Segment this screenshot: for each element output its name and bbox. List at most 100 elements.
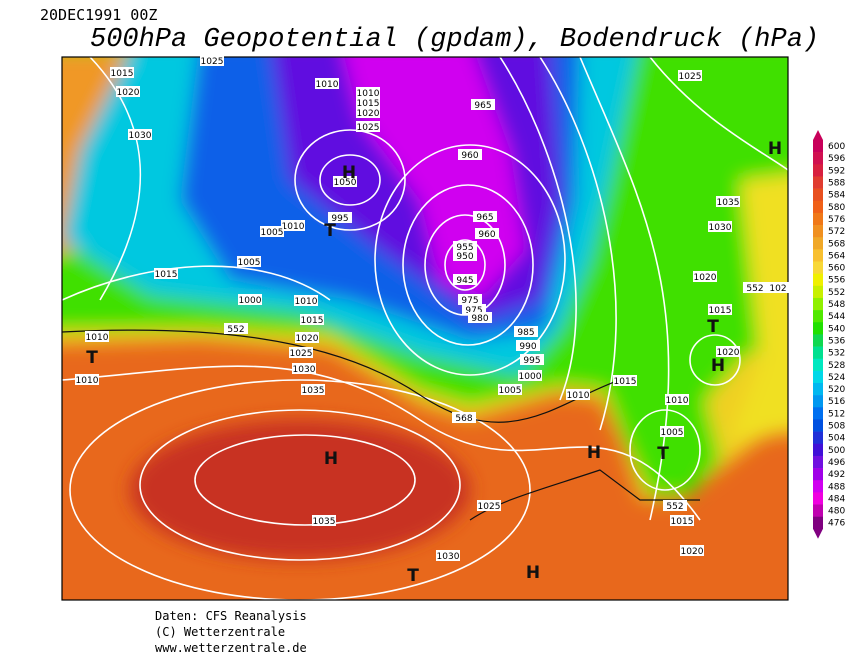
map-date: 20DEC1991 00Z [40,6,157,24]
colorbar-band [813,407,823,420]
isobar-label: 1020 [117,88,140,98]
colorbar-cap [813,130,823,140]
footer-line: (C) Wetterzentrale [155,625,285,639]
isobar-label: 1010 [316,80,339,90]
colorbar-band [813,164,823,177]
geopotential-label-box [743,282,767,293]
isobar-label: 960 [461,151,478,161]
geopotential-label: 552 [666,502,683,512]
isobar-label-box [295,332,319,343]
isobar-label: 1025 [478,502,501,512]
isobar-label-box [200,55,224,66]
colorbar-band [813,455,823,469]
isobar-label: 995 [523,356,540,366]
colorbar-label: 564 [828,251,845,261]
footer-line: Daten: CFS Reanalysis [155,609,307,623]
geopotential-label: 552 [227,325,244,335]
colorbar-band [813,297,823,311]
colorbar-label: 500 [828,446,845,456]
colorbar-band [813,370,823,384]
isobar-label-box [356,107,380,118]
isobar-label: 1010 [76,376,99,386]
isobar-label-box [315,78,339,89]
colorbar-band [813,334,823,347]
isobar-label-box [514,326,538,337]
pressure-center: T [707,317,719,337]
isobar-label: 1010 [567,391,590,401]
isobar-label: 1025 [357,123,380,133]
colorbar-band [813,188,823,202]
isobar-label-box [292,363,316,374]
isobar-label: 1030 [293,365,316,375]
isobar-label-box [462,304,486,315]
isobar-label-box [716,196,740,207]
geopotential-label-box [452,412,476,423]
isobar-label-box [566,389,590,400]
colorbar-band [813,152,823,165]
isobar-label-box [680,545,704,556]
isobar-label-box [660,426,684,437]
isobar-label-box [85,331,109,342]
geopotential-label: 552 [746,284,763,294]
colorbar-band [813,261,823,274]
isobar-label: 985 [517,328,534,338]
colorbar: 600 596 592 588 584 580 576 572 568 564 560 556 552 5… [813,130,845,539]
map-frame [61,56,789,601]
colorbar-label: 508 [828,422,845,432]
colorbar-band [813,419,823,432]
colorbar-cap [813,528,823,539]
isobar-label-box [333,176,357,187]
geopotential-label: 568 [455,414,472,424]
colorbar-band [813,225,823,238]
colorbar-band [813,516,823,530]
colorbar-label: 528 [828,361,845,371]
isobar-label-box [281,220,305,231]
isobar-label-box [154,268,178,279]
colorbar-label: 584 [828,191,845,201]
colorbar-label: 580 [828,203,845,213]
isobar-label: 1035 [717,198,740,208]
isobar-label-box [516,340,540,351]
colorbar-label: 548 [828,300,845,310]
isobar-label: 965 [476,213,493,223]
map-labels: 1015102010251030101010101015102010251050… [75,55,790,586]
isobar-label: 1015 [155,270,178,280]
isobar-label: 1015 [357,99,380,109]
pressure-center: H [324,449,338,469]
isobar-label: 1010 [282,222,305,232]
colorbar-band [813,492,823,505]
pressure-center: H [526,563,540,583]
isobar-label: 1010 [86,333,109,343]
colorbar-band [813,346,823,359]
colorbar-label: 484 [828,494,845,504]
isobar-label: 965 [474,101,491,111]
isobar-label: 975 [461,296,478,306]
isobar-label: 980 [471,314,488,324]
isobar-label: 102 [769,284,786,294]
colorbar-band [813,431,823,445]
isobar-label: 1015 [614,377,637,387]
isobar-label: 955 [456,243,473,253]
isobar-label: 1030 [129,131,152,141]
pressure-center: T [86,348,98,368]
isobar-label-box [498,384,522,395]
isobar-label-box [678,70,702,81]
colorbar-label: 480 [828,507,845,517]
pressure-center: H [342,163,356,183]
isobar-label: 1025 [201,57,224,67]
isobar-label-box [520,354,544,365]
isobar-label-box [475,228,499,239]
isobar-label: 1020 [296,334,319,344]
pressure-center: H [768,139,782,159]
colorbar-band [813,273,823,287]
colorbar-band [813,504,823,517]
isobar-label: 1035 [313,517,336,527]
colorbar-band [813,200,823,214]
pressure-center: T [657,444,669,464]
isobar-label: 995 [331,214,348,224]
colorbar-band [813,212,823,226]
isobar-label-box [289,347,313,358]
colorbar-label: 536 [828,336,845,346]
colorbar-band [813,480,823,493]
